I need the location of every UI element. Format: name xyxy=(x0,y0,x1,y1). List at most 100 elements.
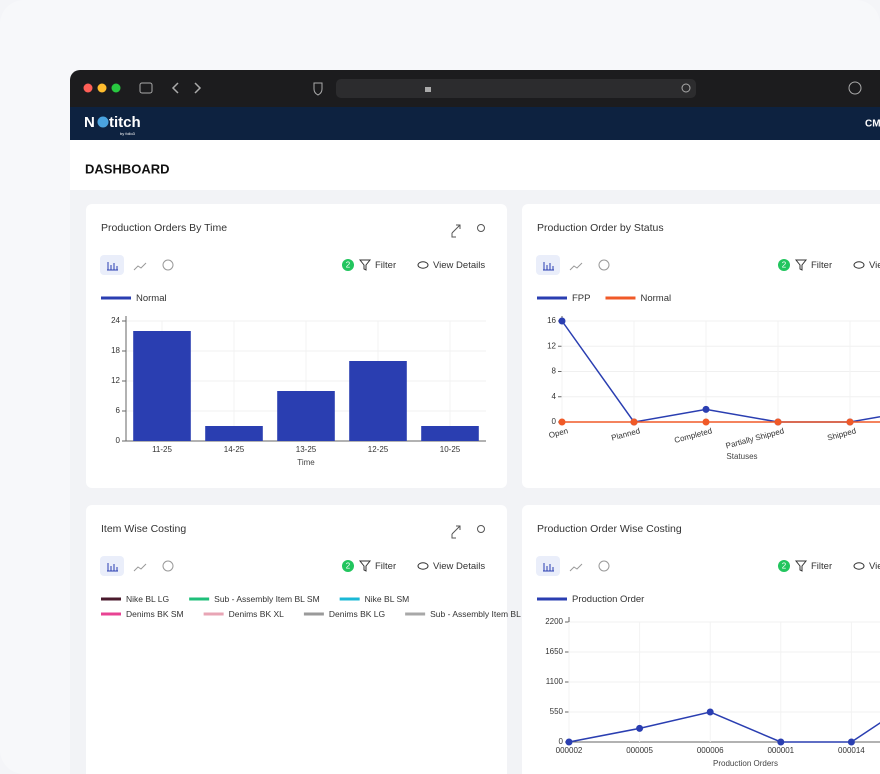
back-icon[interactable] xyxy=(171,82,179,94)
bar xyxy=(421,426,479,441)
pie-view-icon[interactable] xyxy=(162,259,174,271)
filter-button[interactable]: Filter xyxy=(375,561,396,572)
card-title: Item Wise Costing xyxy=(101,523,186,535)
view-details-button[interactable]: View Details xyxy=(433,260,485,271)
bar-view-button[interactable] xyxy=(536,556,560,576)
address-bar[interactable] xyxy=(336,79,696,98)
data-point[interactable] xyxy=(702,405,710,413)
data-point[interactable] xyxy=(706,708,714,716)
y-tick-label: 24 xyxy=(111,316,120,325)
filter-button[interactable]: Filter xyxy=(375,260,396,271)
y-tick-label: 4 xyxy=(552,392,557,401)
legend-label[interactable]: Denims BK LG xyxy=(329,609,385,619)
y-tick-label: 12 xyxy=(547,341,556,350)
card xyxy=(522,505,880,774)
data-point[interactable] xyxy=(774,418,782,426)
reload-icon[interactable] xyxy=(681,83,691,93)
pie-view-icon[interactable] xyxy=(598,259,610,271)
x-tick-label: 12-25 xyxy=(368,445,389,454)
y-tick-label: 1650 xyxy=(545,647,563,656)
x-axis-title: Time xyxy=(297,458,315,467)
data-point[interactable] xyxy=(846,418,854,426)
pie-view-icon[interactable] xyxy=(162,560,174,572)
legend-label[interactable]: Production Order xyxy=(572,594,644,605)
x-tick-label: 13-25 xyxy=(296,445,317,454)
filter-icon[interactable] xyxy=(358,560,372,572)
legend-label[interactable]: Normal xyxy=(136,293,167,304)
bar-view-button[interactable] xyxy=(536,255,560,275)
logo-icon xyxy=(97,116,109,128)
data-point[interactable] xyxy=(558,418,566,426)
x-tick-label: 000002 xyxy=(556,746,583,755)
filter-count: 2 xyxy=(346,261,351,270)
refresh-icon[interactable] xyxy=(477,525,485,533)
filter-icon[interactable] xyxy=(358,259,372,271)
x-tick-label: 11-25 xyxy=(152,445,172,454)
data-point[interactable] xyxy=(636,724,644,732)
data-point[interactable] xyxy=(565,738,573,746)
filter-badge xyxy=(342,560,354,572)
card-title: Production Orders By Time xyxy=(101,222,227,234)
lock-icon xyxy=(425,87,431,92)
line-view-icon[interactable] xyxy=(133,262,147,271)
legend-label[interactable]: FPP xyxy=(572,293,590,304)
minimize-button[interactable] xyxy=(97,83,107,93)
x-tick-label: 10-25 xyxy=(440,445,461,454)
logo-tagline: by folio3 xyxy=(120,131,136,136)
legend-label[interactable]: Denims BK SM xyxy=(126,609,184,619)
user-initials[interactable]: CM xyxy=(865,119,880,130)
download-icon[interactable] xyxy=(848,81,862,95)
legend-label[interactable]: Nike BL SM xyxy=(365,594,410,604)
y-tick-label: 1100 xyxy=(546,677,564,686)
bar xyxy=(349,361,407,441)
bar-view-button[interactable] xyxy=(100,255,124,275)
eye-icon xyxy=(853,261,865,269)
filter-icon[interactable] xyxy=(794,259,808,271)
filter-button[interactable]: Filter xyxy=(811,260,832,271)
logo-initial: N xyxy=(84,114,95,131)
card-title: Production Order by Status xyxy=(537,222,664,234)
expand-icon[interactable] xyxy=(451,525,461,539)
pie-view-icon[interactable] xyxy=(598,560,610,572)
line-view-icon[interactable] xyxy=(569,262,583,271)
legend-label[interactable]: Nike BL LG xyxy=(126,594,169,604)
data-point[interactable] xyxy=(777,738,785,746)
legend-label[interactable]: Sub - Assembly Item BL LG xyxy=(430,609,534,619)
data-point[interactable] xyxy=(630,418,638,426)
close-button[interactable] xyxy=(83,83,93,93)
y-tick-label: 0 xyxy=(559,737,564,746)
data-point[interactable] xyxy=(847,738,855,746)
sidebar-icon[interactable] xyxy=(139,82,153,94)
filter-icon[interactable] xyxy=(794,560,808,572)
legend-label[interactable]: Sub - Assembly Item BL SM xyxy=(214,594,320,604)
zoom-button[interactable] xyxy=(111,83,121,93)
view-details-button[interactable]: View Details xyxy=(433,561,485,572)
refresh-icon[interactable] xyxy=(477,224,485,232)
forward-icon[interactable] xyxy=(194,82,202,94)
bar-view-icon xyxy=(543,262,554,271)
view-details-button[interactable]: View Details xyxy=(869,561,880,572)
data-point[interactable] xyxy=(558,317,566,325)
filter-button[interactable]: Filter xyxy=(811,561,832,572)
bar-view-icon xyxy=(107,262,118,271)
shield-icon[interactable] xyxy=(313,82,323,96)
bar xyxy=(205,426,263,441)
data-point[interactable] xyxy=(702,418,710,426)
bar-view-icon xyxy=(107,563,118,572)
x-tick-label: 000001 xyxy=(767,746,794,755)
y-tick-label: 6 xyxy=(116,406,121,415)
view-details-button[interactable]: View Details xyxy=(869,260,880,271)
legend-label[interactable]: Normal xyxy=(640,293,671,304)
expand-icon[interactable] xyxy=(451,224,461,238)
logo-text: titch xyxy=(109,114,141,131)
x-axis-title: Statuses xyxy=(726,452,757,461)
line-view-icon[interactable] xyxy=(569,563,583,572)
filter-count: 2 xyxy=(782,261,787,270)
y-tick-label: 0 xyxy=(552,417,557,426)
legend-label[interactable]: Denims BK XL xyxy=(229,609,285,619)
line-view-icon[interactable] xyxy=(133,563,147,572)
bar-view-button[interactable] xyxy=(100,556,124,576)
y-tick-label: 16 xyxy=(547,316,556,325)
card xyxy=(86,505,507,774)
